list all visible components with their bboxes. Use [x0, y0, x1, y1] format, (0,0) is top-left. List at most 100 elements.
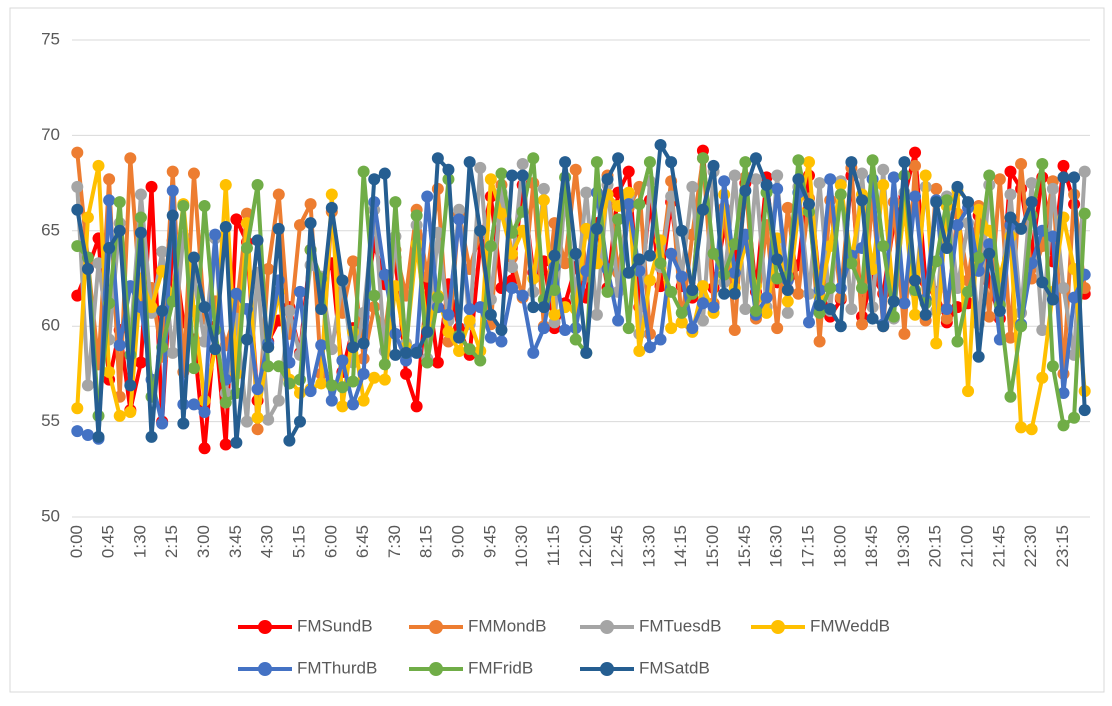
point	[103, 173, 116, 186]
point	[495, 335, 508, 348]
x-tick-label: 14:15	[671, 525, 690, 568]
point	[877, 240, 890, 253]
point	[654, 333, 667, 346]
point	[834, 179, 847, 192]
point	[516, 158, 529, 171]
point	[336, 381, 349, 394]
point	[686, 180, 699, 193]
point	[612, 152, 625, 165]
point	[590, 222, 603, 235]
point	[1078, 404, 1091, 417]
point	[771, 322, 784, 335]
x-tick-label: 18:45	[862, 525, 881, 568]
point	[304, 217, 317, 230]
point	[760, 291, 773, 304]
point	[633, 345, 646, 358]
point	[1025, 423, 1038, 436]
point	[272, 222, 285, 235]
point	[325, 379, 338, 392]
point	[272, 188, 285, 201]
legend-item: FMSatdB	[580, 658, 710, 677]
point	[1046, 182, 1059, 195]
point	[134, 211, 147, 224]
point	[654, 138, 667, 151]
legend-item: FMMondB	[409, 616, 546, 635]
point	[357, 367, 370, 380]
point	[103, 365, 116, 378]
point	[665, 285, 678, 298]
point	[962, 196, 975, 209]
point	[707, 247, 720, 260]
point	[453, 213, 466, 226]
point	[230, 287, 243, 300]
point	[156, 304, 169, 317]
point	[845, 156, 858, 169]
x-tick-label: 4:30	[258, 525, 277, 558]
point	[81, 379, 94, 392]
legend: FMSundB FMMondB FMTuesdB FMWeddB FMThurdB FMF…	[238, 616, 890, 677]
point	[272, 394, 285, 407]
point	[293, 285, 306, 298]
point	[1036, 371, 1049, 384]
point	[898, 156, 911, 169]
point	[940, 241, 953, 254]
point	[739, 184, 752, 197]
point	[1046, 293, 1059, 306]
point	[590, 308, 603, 321]
point	[463, 303, 476, 316]
legend-label: FMThurdB	[297, 658, 377, 677]
point	[71, 425, 84, 438]
point	[1057, 419, 1070, 432]
y-tick-label: 65	[41, 220, 60, 239]
point	[410, 400, 423, 413]
point	[71, 289, 84, 302]
point	[845, 303, 858, 316]
point	[643, 249, 656, 262]
x-tick-label: 15:00	[703, 525, 722, 568]
series	[71, 138, 1091, 449]
point	[474, 354, 487, 367]
point	[187, 251, 200, 264]
point	[802, 198, 815, 211]
point	[940, 303, 953, 316]
point	[453, 203, 466, 216]
point	[410, 209, 423, 222]
point	[824, 282, 837, 295]
point	[696, 280, 709, 293]
point	[378, 268, 391, 281]
point	[389, 348, 402, 361]
point	[92, 159, 105, 172]
point	[643, 156, 656, 169]
point	[71, 203, 84, 216]
legend-item: FMWeddB	[751, 616, 890, 635]
point	[1068, 411, 1081, 424]
point	[856, 167, 869, 180]
legend-item: FMTuesdB	[580, 616, 722, 635]
point	[1057, 386, 1070, 399]
point	[325, 394, 338, 407]
point	[962, 285, 975, 298]
point	[1046, 230, 1059, 243]
point	[230, 436, 243, 449]
point	[569, 333, 582, 346]
point	[347, 398, 360, 411]
point	[643, 341, 656, 354]
point	[696, 297, 709, 310]
point	[187, 167, 200, 180]
point	[1015, 320, 1028, 333]
point	[187, 362, 200, 375]
point	[421, 190, 434, 203]
point	[940, 194, 953, 207]
point	[781, 295, 794, 308]
point	[474, 161, 487, 174]
point	[272, 360, 285, 373]
point	[516, 169, 529, 182]
point	[92, 430, 105, 443]
point	[919, 169, 932, 182]
point	[166, 346, 179, 359]
point	[580, 186, 593, 199]
point	[643, 274, 656, 287]
point	[919, 308, 932, 321]
point	[368, 289, 381, 302]
